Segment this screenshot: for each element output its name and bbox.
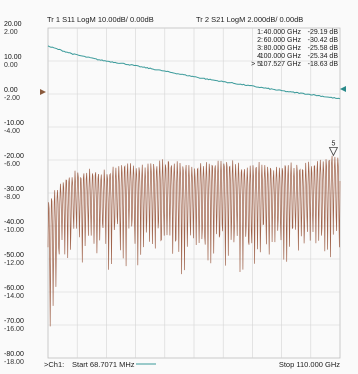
- s21-tick-label: -6.00: [4, 161, 20, 168]
- marker-table: 1: 40.000 GHz -29.19 dB 2: 60.000 GHz -3…: [251, 29, 338, 68]
- s21-tick-label: -8.00: [4, 194, 20, 201]
- s21-trace: [47, 45, 341, 100]
- marker-value: -18.63 dB: [308, 61, 339, 68]
- s11-tick-label: 0.00: [4, 87, 18, 94]
- marker-points: 5: [328, 140, 339, 157]
- reference-right-arrow-icon[interactable]: [340, 86, 346, 92]
- marker-value: -29.19 dB: [308, 29, 339, 36]
- reference-left-arrow-icon[interactable]: [40, 89, 46, 95]
- s11-tick-label: -60.00: [4, 285, 24, 292]
- trace1-header[interactable]: Tr 1 S11 LogM 10.00dB/ 0.00dB: [47, 15, 154, 24]
- s21-tick-label: -14.00: [4, 293, 24, 300]
- s21-tick-label: -10.00: [4, 227, 24, 234]
- s21-tick-label: -18.00: [4, 359, 24, 366]
- s11-tick-label: -50.00: [4, 252, 24, 259]
- s11-tick-label: -20.00: [4, 153, 24, 160]
- s21-tick-label: -16.00: [4, 326, 24, 333]
- channel-label[interactable]: >Ch1:: [44, 360, 64, 369]
- marker-id: 3:: [257, 45, 263, 52]
- marker-id: > 5:: [251, 61, 263, 68]
- marker-triangle-icon[interactable]: [328, 147, 339, 157]
- start-frequency[interactable]: Start 68.7071 MHz: [72, 360, 135, 369]
- s21-tick-label: -4.00: [4, 128, 20, 135]
- marker-id: 4:: [257, 53, 263, 60]
- s11-tick-label: 20.00: [4, 21, 22, 28]
- axis-labels: 20.0010.000.00-10.00-20.00-30.00-40.00-5…: [4, 21, 24, 366]
- marker-id: 2:: [257, 37, 263, 44]
- s21-tick-label: -12.00: [4, 260, 24, 267]
- s21-tick-label: -2.00: [4, 95, 20, 102]
- s11-tick-label: -30.00: [4, 186, 24, 193]
- marker-value: -25.58 dB: [308, 45, 339, 52]
- marker-value: -30.42 dB: [308, 37, 339, 44]
- s21-tick-label: 0.00: [4, 62, 18, 69]
- marker-freq: 40.000 GHz: [264, 29, 302, 36]
- marker-freq: 100.000 GHz: [260, 53, 302, 60]
- marker-point-label: 5: [331, 140, 335, 147]
- s11-tick-label: -80.00: [4, 351, 24, 358]
- trace2-header[interactable]: Tr 2 S21 LogM 2.000dB/ 0.00dB: [196, 15, 303, 24]
- s11-tick-label: -40.00: [4, 219, 24, 226]
- s11-tick-label: 10.00: [4, 54, 22, 61]
- marker-freq: 107.527 GHz: [260, 61, 302, 68]
- s11-tick-label: -70.00: [4, 318, 24, 325]
- marker-value: -25.34 dB: [308, 53, 339, 60]
- s21-tick-label: 2.00: [4, 29, 18, 36]
- stop-frequency[interactable]: Stop 110.000 GHz: [279, 360, 340, 369]
- traces: [47, 45, 341, 327]
- marker-id: 1:: [257, 29, 263, 36]
- marker-freq: 60.000 GHz: [264, 37, 302, 44]
- s11-trace: [47, 155, 341, 327]
- marker-freq: 80.000 GHz: [264, 45, 302, 52]
- s11-tick-label: -10.00: [4, 120, 24, 127]
